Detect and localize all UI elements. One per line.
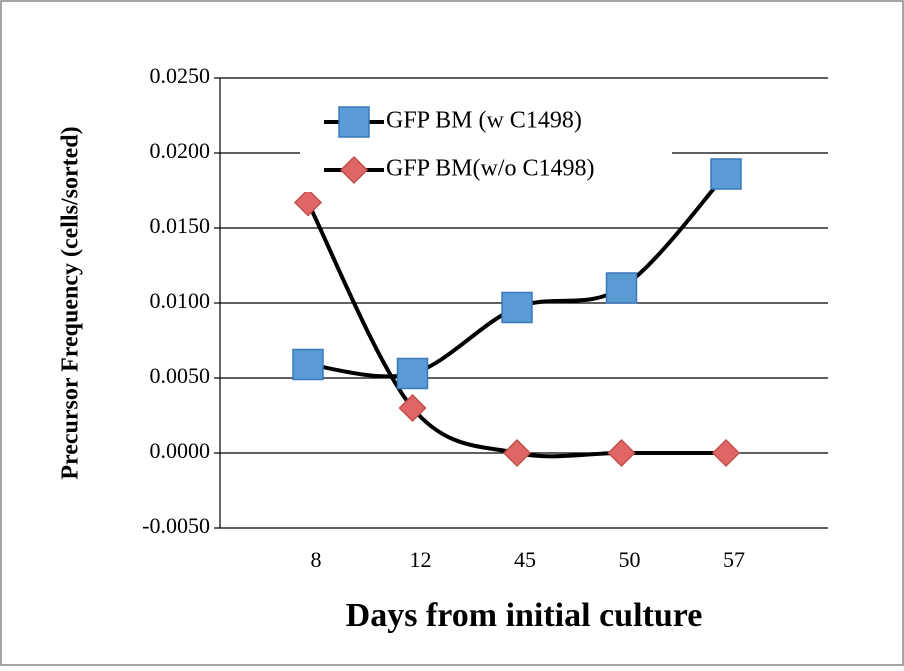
marker [605,272,638,304]
y-tick-label: 0.0000 [150,438,211,463]
y-tick-label: 0.0150 [150,213,211,238]
x-tick-label: 12 [410,547,432,572]
series-line [306,201,726,459]
marker [292,348,324,381]
legend-marker [339,155,369,185]
marker [607,438,636,468]
legend-label: GFP BM (w C1498) [386,108,582,134]
marker [396,357,429,390]
marker [501,291,533,324]
marker [502,438,532,468]
x-tick-label: 8 [311,547,322,572]
marker [711,438,741,468]
y-axis-title: Precursor Frequency (cells/sorted) [58,126,84,479]
y-tick-label: -0.0050 [142,513,210,538]
marker [710,158,742,190]
marker [293,188,323,217]
legend-label: GFP BM(w/o C1498) [386,156,594,182]
legend: GFP BM (w C1498) GFP BM(w/o C1498) [300,96,672,192]
y-tick-label: 0.0250 [150,63,211,88]
x-tick-label: 50 [619,547,641,572]
x-tick-label: 57 [723,547,745,572]
marker [398,393,427,423]
y-tick-label: 0.0050 [150,363,211,388]
y-tick-label: 0.0200 [150,138,211,163]
x-tick-label: 45 [514,547,536,572]
x-axis-title: Days from initial culture [346,597,703,634]
y-tick-label: 0.0100 [150,288,211,313]
legend-marker [338,106,370,138]
